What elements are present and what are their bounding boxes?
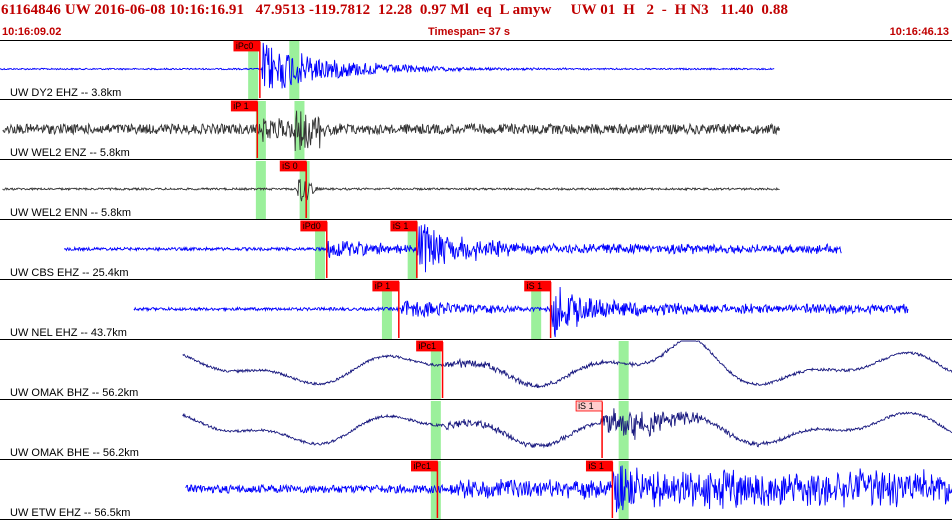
start-time: 10:16:09.02	[2, 26, 62, 38]
pick-window	[430, 341, 441, 399]
pick-window	[618, 341, 629, 399]
timespan: Timespan= 37 s	[428, 26, 511, 38]
pick-box[interactable]	[300, 220, 328, 232]
pick-box[interactable]	[233, 40, 261, 52]
pick-window	[531, 281, 542, 339]
waveform-trace	[185, 465, 952, 513]
channel-label: UW OMAK BHE -- 56.2km	[10, 447, 139, 459]
channel-label: UW ETW EHZ -- 56.5km	[10, 507, 130, 519]
record-header: 61164846 UW 2016-06-08 10:16:16.91 47.95…	[0, 0, 952, 40]
pick-box[interactable]	[416, 340, 443, 352]
pick-label: iS 1	[578, 401, 594, 411]
pick-label: iP 1	[375, 281, 390, 291]
channel-row[interactable]: iPc1 iS 1 UW ETW EHZ -- 56.5km	[0, 460, 952, 520]
pick-window	[289, 41, 300, 99]
pick-box[interactable]	[230, 100, 258, 112]
channel-label: UW CBS EHZ -- 25.4km	[10, 267, 129, 279]
pick-label: iPc1	[413, 461, 431, 471]
channel-row[interactable]: iS 1 UW OMAK BHE -- 56.2km	[0, 400, 952, 460]
waveform-trace	[0, 42, 775, 89]
pick-box[interactable]	[411, 460, 438, 472]
channel-label: UW WEL2 ENZ -- 5.8km	[10, 147, 130, 159]
pick-window	[255, 101, 266, 159]
pick-label: iPc1	[419, 341, 437, 351]
channel-row[interactable]: iPd0 iS 1 UW CBS EHZ -- 25.4km	[0, 220, 952, 280]
channel-row[interactable]: iP 1 iS 1 UW NEL EHZ -- 43.7km	[0, 280, 952, 340]
pick-label: iS 0	[282, 161, 298, 171]
pick-label: iS 1	[588, 461, 604, 471]
seismogram-panel[interactable]: iPc0 UW DY2 EHZ -- 3.8km iP 1 UW WEL2 ENZ -…	[0, 40, 952, 520]
pick-box[interactable]	[372, 280, 400, 292]
pick-box[interactable]	[575, 400, 603, 412]
channel-row[interactable]: iPc0 UW DY2 EHZ -- 3.8km	[0, 40, 952, 100]
channel-label: UW WEL2 ENN -- 5.8km	[10, 207, 131, 219]
channel-label: UW DY2 EHZ -- 3.8km	[10, 87, 121, 99]
waveform-trace	[182, 340, 952, 389]
pick-window	[430, 401, 441, 459]
pick-label: iS 1	[393, 221, 409, 231]
pick-label: iPd0	[303, 221, 321, 231]
pick-label: iS 1	[527, 281, 543, 291]
event-title: 61164846 UW 2016-06-08 10:16:16.91 47.95…	[1, 2, 789, 18]
waveform-trace	[182, 408, 952, 449]
channel-row[interactable]: iPc1 UW OMAK BHZ -- 56.2km	[0, 340, 952, 400]
waveform-trace	[133, 286, 909, 338]
pick-label: iPc0	[236, 41, 254, 51]
channel-label: UW OMAK BHZ -- 56.2km	[10, 387, 138, 399]
pick-box[interactable]	[279, 160, 307, 172]
pick-box[interactable]	[390, 220, 418, 232]
channel-label: UW NEL EHZ -- 43.7km	[10, 327, 127, 339]
channel-row[interactable]: iS 0 UW WEL2 ENN -- 5.8km	[0, 160, 952, 220]
pick-label: iP 1	[233, 101, 248, 111]
pick-window	[381, 281, 392, 339]
waveform-trace	[2, 110, 781, 152]
waveform-trace	[63, 224, 842, 273]
pick-box[interactable]	[524, 280, 552, 292]
pick-window	[248, 41, 259, 99]
waveform-trace	[2, 179, 780, 202]
end-time: 10:16:46.13	[889, 26, 949, 38]
pick-box[interactable]	[585, 460, 613, 472]
channel-row[interactable]: iP 1 UW WEL2 ENZ -- 5.8km	[0, 100, 952, 160]
